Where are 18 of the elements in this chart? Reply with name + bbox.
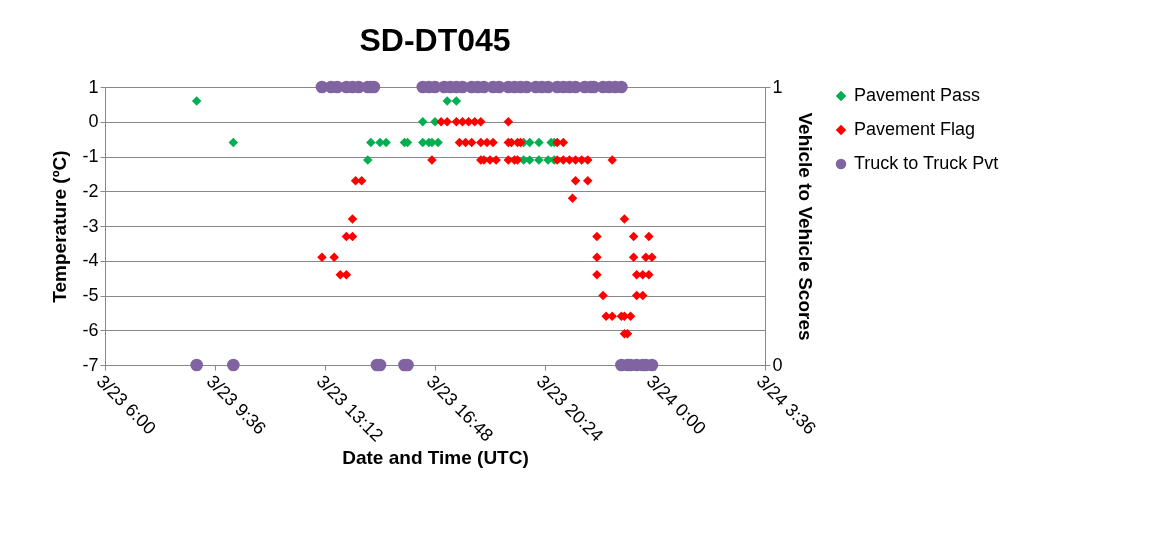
y2-axis-title: Vehicle to Vehicle Scores xyxy=(794,112,816,341)
x-axis-title: Date and Time (UTC) xyxy=(342,447,529,469)
y-tick-label: 1 xyxy=(88,76,99,97)
y2-tick-label: 0 xyxy=(772,354,783,375)
legend-label: Truck to Truck Pvt xyxy=(854,153,999,173)
legend-label: Pavement Flag xyxy=(854,119,976,139)
legend-label: Pavement Pass xyxy=(854,85,981,105)
y-tick-label: -5 xyxy=(82,285,99,305)
y-tick-label: -3 xyxy=(82,215,99,236)
y-tick-label: -6 xyxy=(82,319,99,340)
y-tick-label: -1 xyxy=(82,146,99,166)
chart-title: SD-DT045 xyxy=(359,22,511,58)
y-tick-label: -7 xyxy=(82,354,99,375)
y-tick-label: -2 xyxy=(82,180,99,201)
y-tick-label: -4 xyxy=(82,250,99,271)
y-axis-title: Temperature (ºC) xyxy=(49,150,71,303)
y2-tick-label: 1 xyxy=(772,76,783,97)
y-tick-label: 0 xyxy=(88,111,99,132)
